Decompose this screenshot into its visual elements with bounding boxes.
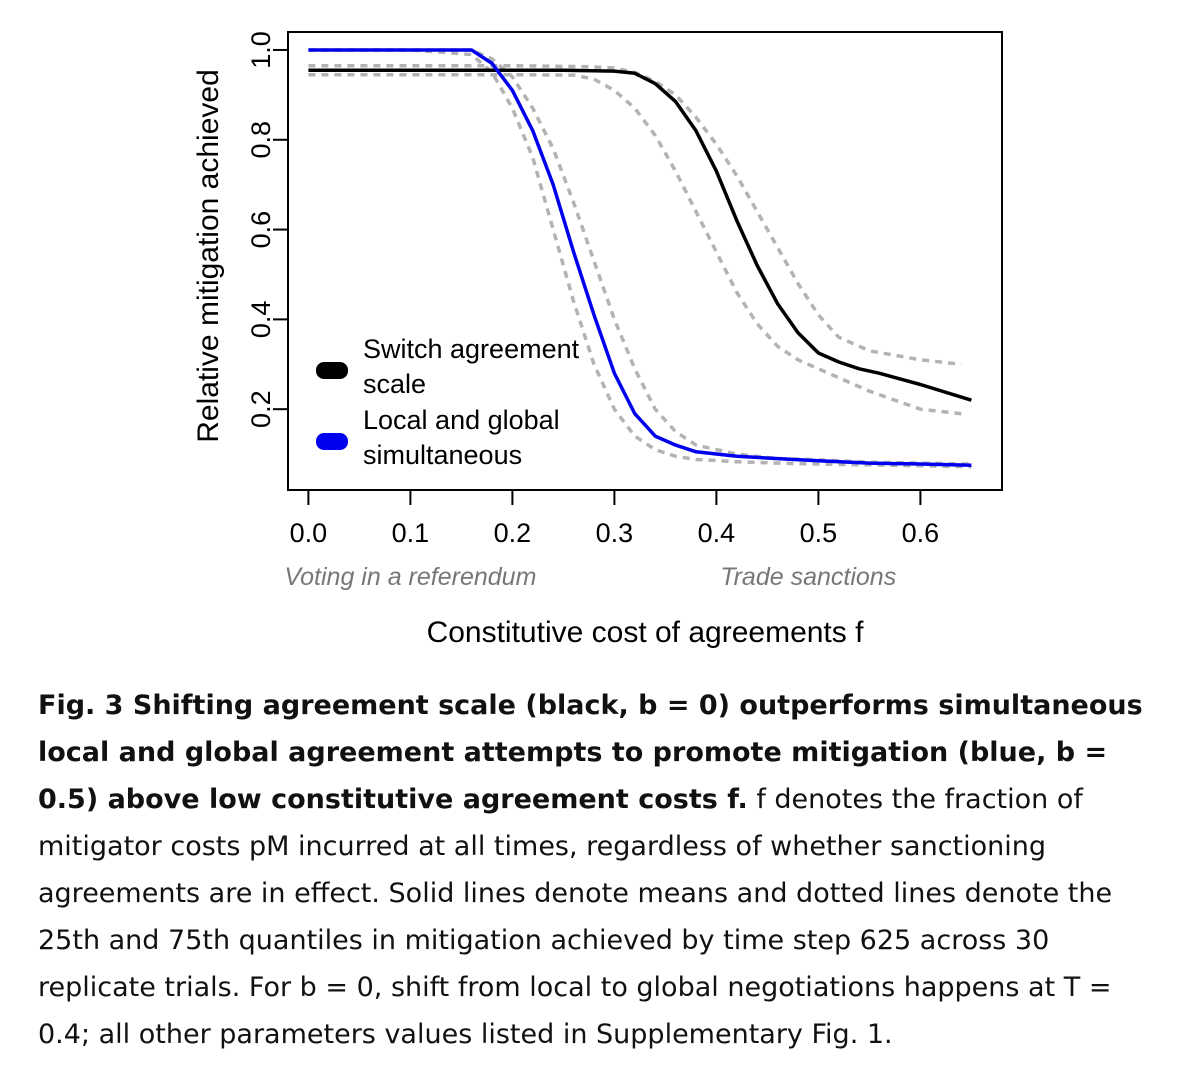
series-line-4 <box>308 48 972 466</box>
x-tick-label: 0.2 <box>494 518 532 548</box>
x-axis-annotation: Trade sanctions <box>720 563 896 591</box>
series-line-2 <box>308 72 962 416</box>
legend-label: scale <box>363 369 426 399</box>
x-tick-label: 0.5 <box>800 518 838 548</box>
x-tick-label: 0.3 <box>596 518 634 548</box>
legend-label: Local and global <box>363 405 560 435</box>
figure-caption: Fig. 3 Shifting agreement scale (black, … <box>38 682 1156 1058</box>
series-line-0 <box>308 68 972 402</box>
x-tick-label: 0.4 <box>698 518 736 548</box>
x-tick-label: 0.6 <box>902 518 940 548</box>
y-tick-label: 0.2 <box>246 390 276 428</box>
caption-bold-lead: Fig. 3 Shifting agreement scale (black, … <box>38 690 1143 815</box>
legend-swatch <box>316 362 348 379</box>
x-axis-label: Constitutive cost of agreements f <box>427 616 865 649</box>
y-tick-label: 0.8 <box>246 121 276 159</box>
series-line-3 <box>308 48 972 468</box>
y-tick-label: 0.4 <box>246 301 276 339</box>
y-tick-label: 1.0 <box>246 31 276 69</box>
x-axis-annotation: Voting in a referendum <box>284 563 536 591</box>
x-tick-label: 0.0 <box>290 518 328 548</box>
x-tick-label: 0.1 <box>392 518 430 548</box>
series-line-1 <box>308 63 962 367</box>
series-line-5 <box>308 48 972 469</box>
legend-swatch <box>316 433 348 450</box>
figure-chart: 0.0 0.1 0.2 0.3 0.4 0.5 0.6 0.2 0.4 0.6 0.8 1.0 Voti… <box>192 31 1003 649</box>
y-axis-label: Relative mitigation achieved <box>192 69 225 443</box>
legend-label: simultaneous <box>363 440 522 470</box>
caption-body: f denotes the fraction of mitigator cost… <box>38 784 1113 1050</box>
legend-label: Switch agreement <box>363 334 580 364</box>
y-tick-label: 0.6 <box>246 211 276 249</box>
